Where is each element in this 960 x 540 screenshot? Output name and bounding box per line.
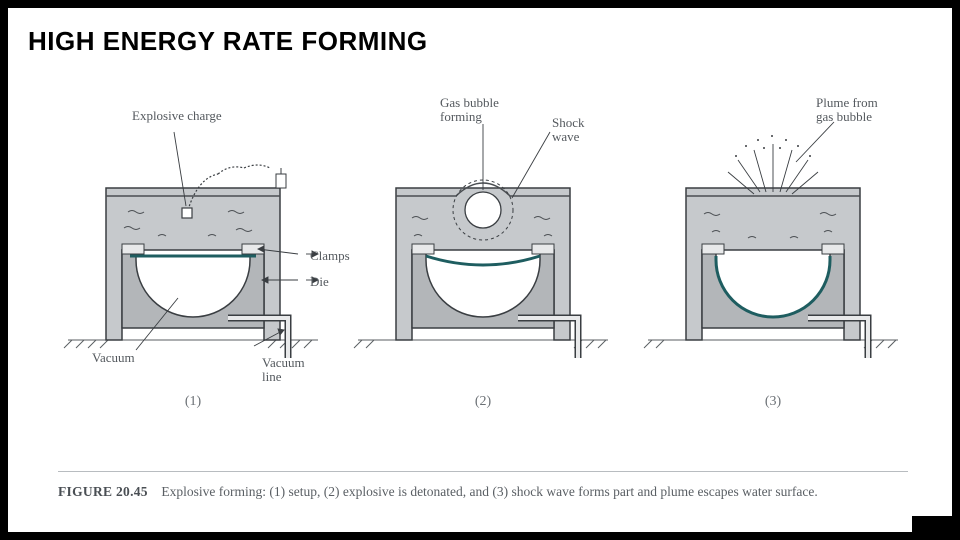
panel-3: (3) Plume fromgas bubble <box>638 118 908 388</box>
figure-number: FIGURE 20.45 <box>58 484 148 499</box>
figure-caption: FIGURE 20.45 Explosive forming: (1) setu… <box>58 471 908 502</box>
panel-1: (1) Explosive charge Clamps Die Vacuum V… <box>58 118 328 388</box>
corner-tab <box>912 516 960 540</box>
diagram-panel-2 <box>348 118 618 388</box>
panel-3-number: (3) <box>638 394 908 410</box>
figure-caption-text: Explosive forming: (1) setup, (2) explos… <box>161 484 817 499</box>
figure: (1) Explosive charge Clamps Die Vacuum V… <box>58 118 908 428</box>
panel-2-number: (2) <box>348 394 618 410</box>
panel-2: (2) Gas bubbleforming Shockwave <box>348 118 618 388</box>
diagram-panel-1 <box>58 118 328 388</box>
page-title: HIGH ENERGY RATE FORMING <box>8 8 952 57</box>
panel-1-number: (1) <box>58 394 328 410</box>
diagram-panel-3 <box>638 118 908 388</box>
